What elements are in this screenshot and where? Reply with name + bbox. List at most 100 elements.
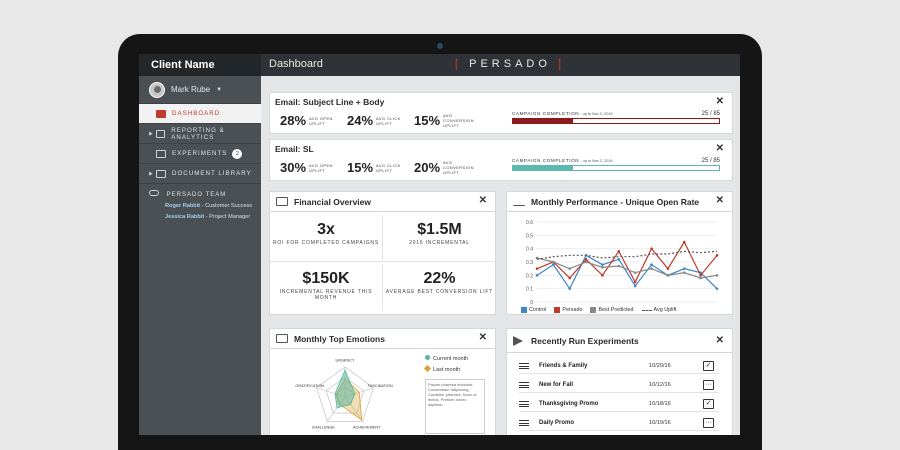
experiment-name: Daily Promo	[539, 420, 575, 426]
close-icon[interactable]: ✕	[715, 195, 724, 206]
card-title: Financial Overview	[294, 197, 372, 207]
y-tick-label: 0.5	[526, 233, 533, 239]
sidebar-item-document-library[interactable]: ▶ DOCUMENT LIBRARY	[139, 164, 261, 184]
legend-dot	[425, 355, 430, 360]
data-point	[601, 266, 604, 269]
experiment-name: Thanksgiving Promo	[539, 401, 599, 407]
data-point	[699, 274, 702, 277]
recent-experiments-card: Recently Run Experiments ✕ Friends & Fami…	[506, 328, 733, 435]
presentation-icon	[276, 197, 288, 206]
chart-legend: Control Persado Best Predicted Avg Uplift	[521, 307, 685, 313]
close-icon[interactable]: ✕	[715, 335, 724, 346]
data-point	[633, 271, 637, 274]
data-point	[617, 264, 621, 268]
close-icon[interactable]: ✕	[478, 332, 487, 343]
legend-swatch	[641, 309, 652, 311]
data-point	[535, 267, 539, 270]
data-point	[617, 258, 621, 261]
folder-icon	[156, 169, 166, 178]
data-point	[682, 271, 686, 274]
data-point	[568, 276, 572, 280]
team-member[interactable]: Jessica Rabbit - Project Manager	[165, 214, 251, 220]
chevron-down-icon: ▼	[216, 86, 223, 93]
card-title: Monthly Top Emotions	[294, 334, 385, 344]
experiment-date: 10/12/16	[649, 382, 671, 388]
legend-swatch	[554, 307, 561, 313]
more-options-icon[interactable]: ···	[703, 380, 714, 390]
series-line-persado	[536, 240, 718, 284]
close-icon[interactable]: ✕	[715, 96, 724, 107]
legend-item: Control	[521, 307, 546, 313]
team-member[interactable]: Roger Rabbit - Customer Success	[165, 203, 253, 209]
legend-dot	[423, 364, 432, 373]
list-icon	[519, 382, 529, 388]
top-bar: Dashboard [ PERSADO ]	[261, 54, 740, 76]
list-icon	[519, 420, 529, 426]
progress-bar	[512, 118, 720, 124]
more-options-icon[interactable]: ···	[703, 418, 714, 428]
checkbox-checked-icon[interactable]: ✓	[703, 361, 714, 371]
user-name: Mark Rube	[171, 85, 211, 94]
emotions-note: Faucet pharetra tincidunt. Consectetur a…	[425, 379, 485, 434]
radar-axis-label: FASCINATION	[368, 384, 393, 388]
experiment-date: 10/20/16	[649, 363, 671, 369]
progress-bar	[512, 165, 720, 171]
experiment-date: 10/19/16	[649, 420, 671, 426]
radar-axis-label: ACHIEVEMENT	[353, 425, 381, 429]
y-tick-label: 0	[530, 300, 533, 306]
sidebar: Client Name Mark Rube ▼ DASHBOARD ▶ REPO…	[139, 54, 261, 435]
data-point	[601, 274, 604, 277]
data-point	[552, 263, 555, 266]
radar-ring	[325, 376, 365, 414]
experiment-row[interactable]: Daily Promo 10/19/16 ···	[519, 416, 719, 431]
y-tick-label: 0.6	[526, 220, 533, 226]
campaign-completion: CAMPAIGN COMPLETION · up to Nov 2, 2016 …	[512, 111, 720, 124]
y-tick-label: 0.1	[526, 287, 533, 293]
sidebar-item-reporting[interactable]: ▶ REPORTING & ANALYTICS	[139, 124, 261, 144]
card-title: Recently Run Experiments	[531, 336, 639, 346]
monthly-performance-card: Monthly Performance - Unique Open Rate ✕ …	[506, 191, 733, 315]
radar-axis-label: CHALLENGE	[312, 425, 335, 429]
campaign-completion: CAMPAIGN COMPLETION · up to Nov 2, 2016 …	[512, 158, 720, 171]
close-icon[interactable]: ✕	[478, 195, 487, 206]
experiment-row[interactable]: New for Fall 10/12/16 ···	[519, 378, 719, 393]
financial-overview-card: Financial Overview ✕ 3x ROI FOR COMPLETED …	[269, 191, 496, 315]
card-title: Email: SL	[275, 144, 314, 154]
experiment-row[interactable]: Thanksgiving Promo 10/18/16 ✓	[519, 397, 719, 412]
chart-icon	[156, 129, 166, 138]
legend-item: Best Predicted	[590, 307, 634, 313]
data-point	[584, 258, 588, 261]
y-tick-label: 0.4	[526, 247, 533, 253]
data-point	[650, 247, 653, 250]
data-point	[715, 254, 719, 257]
page-title: Dashboard	[269, 58, 323, 70]
checkbox-checked-icon[interactable]: ✓	[703, 399, 714, 409]
experiment-name: New for Fall	[539, 382, 574, 388]
radar-axis-label: URGENCY	[336, 359, 355, 363]
sidebar-item-dashboard[interactable]: DASHBOARD	[139, 104, 261, 124]
data-point	[535, 274, 539, 277]
close-icon[interactable]: ✕	[715, 143, 724, 154]
webcam	[437, 43, 443, 49]
radar-chart: URGENCY FASCINATION ACHIEVEMENT CHALLENGE GR…	[295, 359, 393, 430]
experiment-row[interactable]: Friends & Family 10/20/16 ✓	[519, 359, 719, 374]
persado-logo: [ PERSADO ]	[455, 58, 566, 70]
emotions-legend: Current month Last month	[423, 354, 468, 376]
legend-item: Persado	[554, 307, 582, 313]
data-point	[715, 274, 719, 277]
data-point	[715, 287, 719, 290]
data-point	[584, 260, 588, 264]
line-chart-icon	[513, 197, 525, 206]
data-point	[699, 276, 702, 280]
data-point	[633, 284, 637, 288]
email-card: Email: Subject Line + Body ✕ 28% AVG OPEN…	[269, 92, 733, 134]
email-card: Email: SL ✕ 30% AVG OPEN UPLIFT 15% AVG CL…	[269, 139, 733, 181]
user-menu[interactable]: Mark Rube ▼	[139, 76, 261, 104]
paper-plane-icon	[513, 336, 523, 346]
sidebar-item-experiments[interactable]: EXPERIMENTS 2	[139, 144, 261, 164]
chevron-right-icon: ▶	[149, 130, 154, 137]
data-point	[552, 260, 555, 264]
legend-swatch	[521, 307, 527, 313]
client-name: Client Name	[139, 54, 261, 76]
data-point	[601, 263, 604, 266]
